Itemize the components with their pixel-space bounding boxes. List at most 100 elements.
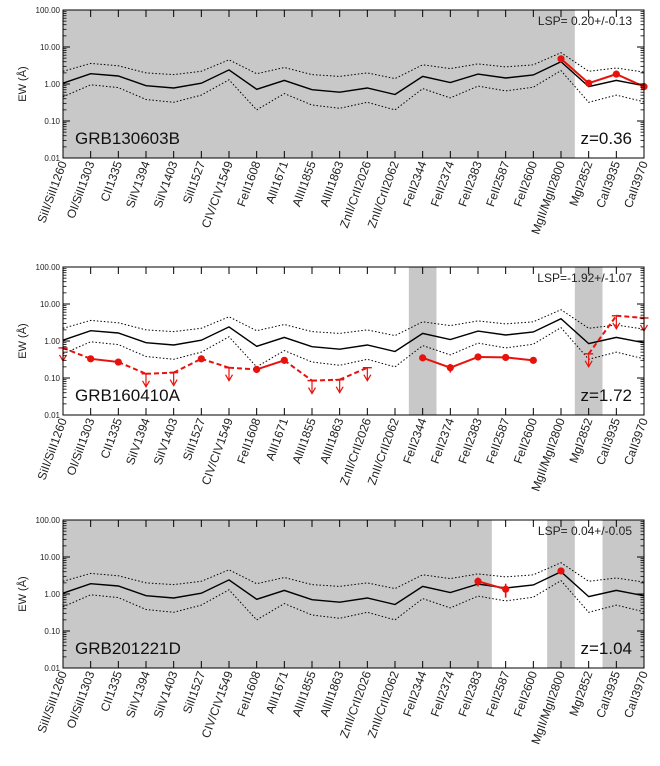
x-tick-label: OI/SiII1303 bbox=[64, 416, 98, 478]
x-tick-label: AlIII1855 bbox=[289, 669, 318, 719]
redshift-label: z=0.36 bbox=[580, 129, 632, 148]
x-tick-label: CII1335 bbox=[98, 416, 126, 461]
limit-link bbox=[339, 366, 368, 381]
lsp-label: LSP= 0.20+/-0.13 bbox=[538, 14, 632, 28]
detection-point bbox=[253, 365, 261, 374]
template-median-line bbox=[62, 570, 645, 606]
detection-point bbox=[419, 354, 427, 362]
detection-point bbox=[557, 55, 565, 63]
x-tick-label: CII1335 bbox=[98, 669, 126, 714]
x-tick-label: AlII1671 bbox=[263, 416, 291, 462]
x-tick-label: FeII2374 bbox=[428, 416, 457, 466]
template-lower-line bbox=[62, 326, 645, 368]
limit-link bbox=[616, 314, 645, 319]
detection-link bbox=[422, 356, 451, 369]
x-tick-label: SiII1527 bbox=[180, 159, 208, 205]
x-tick-label: CaII3935 bbox=[593, 669, 623, 720]
x-tick-label: CaII3935 bbox=[593, 159, 623, 210]
redshift-label: z=1.72 bbox=[580, 386, 632, 405]
y-axis-label: EW (Å) bbox=[16, 323, 29, 358]
detection-link bbox=[588, 73, 617, 85]
detection-point bbox=[612, 70, 620, 78]
y-tick-label: 100.00 bbox=[36, 516, 61, 525]
x-tick-label: SiIV1403 bbox=[151, 669, 181, 720]
x-tick-label: FeII2587 bbox=[483, 159, 512, 209]
grb-name: GRB201221D bbox=[75, 639, 181, 658]
lsp-label: LSP= 0.04+/-0.05 bbox=[538, 524, 632, 538]
shaded-region bbox=[547, 520, 575, 668]
limit-link bbox=[228, 366, 257, 371]
y-axis-label: EW (Å) bbox=[16, 66, 29, 101]
limit-link bbox=[311, 378, 340, 382]
detection-link bbox=[505, 356, 534, 362]
x-tick-label: CaII3970 bbox=[621, 159, 651, 210]
x-tick-label: MgI2852 bbox=[566, 669, 595, 718]
plot-area bbox=[63, 267, 644, 415]
shaded-region bbox=[408, 267, 437, 415]
lsp-label: LSP=-1.92+/-1.07 bbox=[537, 271, 632, 285]
detection-point bbox=[280, 356, 288, 364]
detection-point bbox=[446, 364, 454, 372]
shaded-region bbox=[63, 10, 575, 158]
y-tick-label: 0.10 bbox=[44, 627, 60, 636]
detection-link bbox=[560, 58, 590, 84]
detection-point bbox=[502, 353, 510, 362]
upper-limit-arrowhead bbox=[612, 322, 621, 330]
template-upper-line bbox=[62, 562, 645, 590]
x-tick-label: MgI2852 bbox=[566, 416, 595, 465]
limit-link bbox=[173, 357, 202, 374]
template-median-line bbox=[62, 317, 645, 353]
y-tick-label: 1.00 bbox=[44, 337, 60, 346]
x-tick-label: SiIV1394 bbox=[123, 159, 153, 210]
upper-limit-arrowhead bbox=[141, 380, 151, 388]
x-tick-label: FeII2383 bbox=[455, 669, 484, 719]
shaded-region bbox=[63, 520, 492, 668]
y-tick-label: 10.00 bbox=[40, 553, 61, 562]
detection-link bbox=[615, 73, 645, 88]
template-lower-line bbox=[62, 579, 645, 621]
limit-link bbox=[117, 361, 147, 375]
upper-limit-arrowhead bbox=[584, 360, 593, 369]
detection-point bbox=[557, 567, 565, 575]
y-axis-label: EW (Å) bbox=[16, 576, 29, 611]
x-tick-label: FeII1608 bbox=[234, 159, 263, 209]
template-lower-line bbox=[62, 69, 645, 111]
y-tick-label: 0.01 bbox=[44, 411, 60, 420]
x-tick-label: CaII3970 bbox=[621, 416, 651, 467]
upper-limit-arrowhead bbox=[224, 374, 234, 382]
x-tick-label: FeII2600 bbox=[511, 416, 540, 466]
redshift-label: z=1.04 bbox=[580, 639, 632, 658]
x-tick-label: FeII2587 bbox=[483, 416, 512, 466]
x-tick-label: SiIV1394 bbox=[123, 416, 153, 467]
y-tick-label: 1.00 bbox=[44, 590, 60, 599]
template-median-line bbox=[62, 60, 645, 96]
x-tick-label: FeII1608 bbox=[234, 669, 263, 719]
detection-point bbox=[585, 79, 593, 87]
detection-point bbox=[114, 358, 122, 366]
x-tick-label: FeII2374 bbox=[428, 669, 457, 719]
detection-link bbox=[256, 359, 285, 371]
detection-link bbox=[90, 357, 119, 364]
upper-limit-arrowhead bbox=[169, 379, 178, 387]
y-tick-label: 10.00 bbox=[40, 300, 61, 309]
x-tick-label: AlIII1855 bbox=[289, 416, 318, 466]
limit-link bbox=[283, 359, 313, 382]
x-tick-label: CaII3935 bbox=[593, 416, 623, 467]
template-upper-line bbox=[62, 52, 645, 80]
x-tick-label: FeII2587 bbox=[483, 669, 512, 719]
limit-link bbox=[62, 346, 92, 360]
detection-point bbox=[197, 355, 205, 363]
x-tick-label: AlIII1863 bbox=[317, 416, 346, 466]
x-tick-label: SiIV1394 bbox=[123, 669, 153, 720]
x-tick-label: SiII1527 bbox=[180, 669, 208, 715]
template-upper-line bbox=[62, 309, 645, 337]
x-tick-label: OI/SiII1303 bbox=[64, 159, 98, 221]
x-tick-label: FeII2600 bbox=[511, 159, 540, 209]
y-tick-label: 0.01 bbox=[44, 664, 60, 673]
y-tick-label: 0.10 bbox=[44, 117, 60, 126]
x-tick-label: FeII2600 bbox=[511, 669, 540, 719]
y-tick-label: 100.00 bbox=[36, 263, 61, 272]
y-tick-label: 0.10 bbox=[44, 374, 60, 383]
